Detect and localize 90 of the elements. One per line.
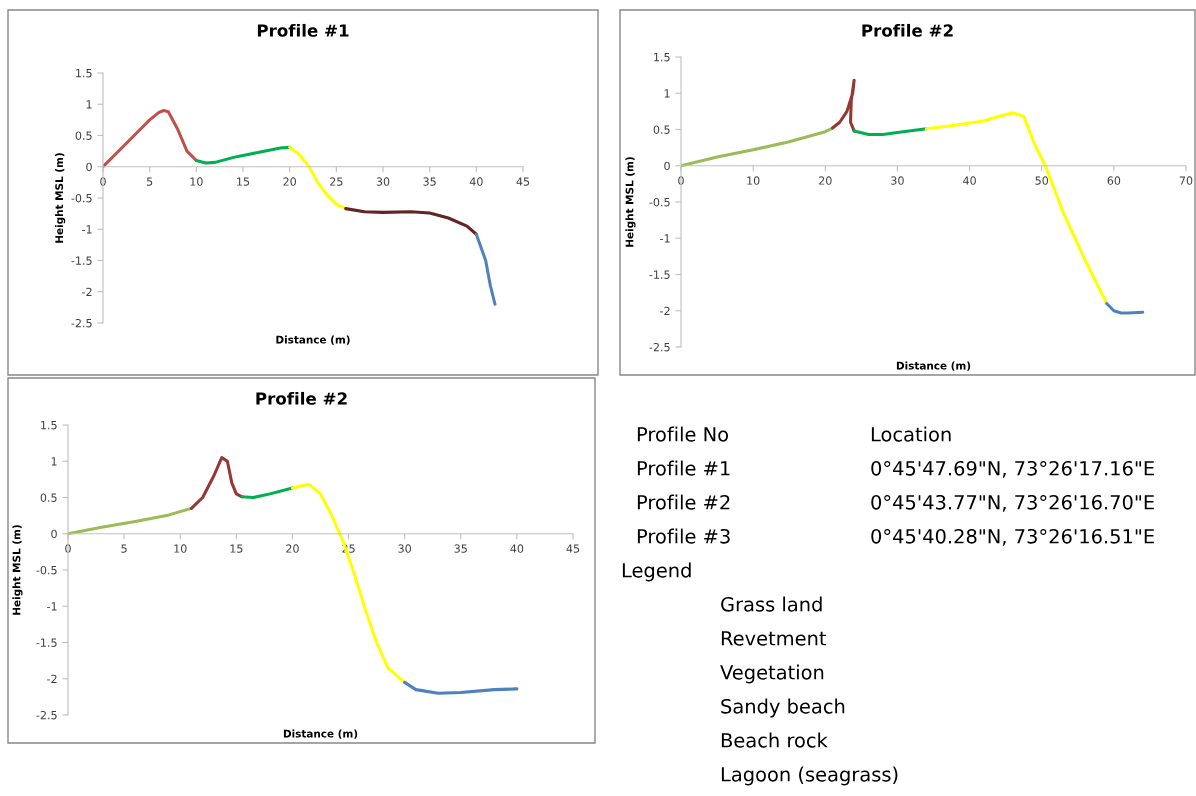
text: Revetment — [721, 631, 827, 646]
y-tick-label: 0.5 — [75, 131, 92, 140]
text: Profile #2 — [637, 494, 730, 510]
x-tick-label: 15 — [230, 544, 243, 553]
x-tick-label: 30 — [891, 176, 904, 185]
y-tick-label: -1 — [82, 225, 92, 234]
y-tick-label: -1.5 — [649, 270, 670, 279]
x-tick-label: 0 — [65, 544, 71, 553]
x-axis-title: Distance (m) — [896, 361, 971, 371]
x-tick-label: 0 — [678, 176, 684, 185]
x-tick-label: 5 — [146, 177, 153, 186]
text: Vegetation — [720, 664, 824, 684]
x-tick-label: 10 — [174, 544, 187, 553]
y-tick-label: -1 — [660, 234, 670, 243]
y-tick-label: -2.5 — [71, 318, 92, 328]
x-tick-label: 15 — [237, 177, 250, 186]
y-tick-label: -2.5 — [36, 710, 57, 720]
line-series — [68, 506, 193, 536]
x-tick-label: 45 — [566, 544, 580, 553]
x-tick-label: 10 — [190, 177, 203, 186]
x-tick-label: 70 — [1179, 176, 1193, 185]
y-tick-label: -2 — [47, 674, 57, 683]
y-tick-label: 1 — [86, 100, 92, 109]
chart-title: Profile #2 — [862, 23, 953, 37]
text: Grass land — [721, 596, 822, 612]
y-tick-label: -2.5 — [649, 342, 670, 352]
text: Profile No — [637, 426, 729, 442]
x-tick-label: 40 — [963, 176, 976, 185]
y-axis-title: Height MSL (m) — [625, 157, 636, 247]
y-tick-label: 1.5 — [654, 53, 670, 62]
x-tick-label: 60 — [1107, 176, 1121, 185]
y-tick-label: -2 — [82, 287, 92, 296]
y-axis-title: Height MSL (m) — [55, 153, 66, 243]
y-tick-label: 1 — [51, 457, 57, 466]
text: Sandy beach — [721, 698, 845, 718]
text: Profile #3 — [637, 528, 730, 544]
x-tick-label: 35 — [454, 544, 467, 553]
text: 0°45'40.28"N, 73°26'16.51"E — [871, 528, 1154, 546]
y-tick-label: 1.5 — [41, 421, 57, 430]
chart-title: Profile #1 — [257, 23, 349, 37]
y-tick-label: -1 — [47, 602, 57, 611]
x-tick-label: 20 — [819, 176, 832, 185]
y-axis-title: Height MSL (m) — [12, 525, 23, 615]
x-tick-label: 25 — [330, 177, 343, 186]
y-tick-label: 0 — [51, 529, 57, 539]
x-tick-label: 20 — [286, 544, 299, 553]
x-axis-title: Distance (m) — [283, 729, 358, 739]
line-series — [194, 145, 292, 165]
text: Beach rock — [721, 732, 828, 748]
y-tick-label: 1.5 — [76, 69, 92, 78]
line-series — [830, 78, 856, 133]
y-tick-label: 0.5 — [653, 125, 670, 134]
y-tick-label: -0.5 — [36, 565, 57, 575]
chart-title: Profile #2 — [256, 391, 347, 405]
y-tick-label: -1.5 — [36, 638, 57, 647]
x-tick-label: 50 — [1035, 176, 1049, 185]
y-tick-label: -0.5 — [71, 193, 92, 203]
text: 0°45'43.77"N, 73°26'16.70"E — [871, 494, 1154, 512]
y-tick-label: -0.5 — [649, 197, 670, 207]
text: Profile #1 — [637, 460, 730, 476]
line-series — [189, 456, 244, 510]
line-series — [681, 126, 835, 168]
line-series — [103, 108, 198, 169]
x-tick-label: 45 — [516, 177, 530, 186]
line-series — [474, 232, 497, 306]
line-series — [1105, 301, 1145, 315]
text: 0°45'47.69"N, 73°26'17.16"E — [871, 460, 1154, 478]
x-tick-label: 0 — [100, 177, 106, 186]
text: Legend — [622, 562, 691, 582]
y-tick-label: 0.5 — [40, 493, 57, 502]
x-tick-label: 40 — [469, 177, 483, 186]
x-tick-label: 20 — [283, 177, 296, 186]
text: Location — [871, 426, 951, 442]
text: Lagoon (seagrass) — [721, 766, 898, 786]
x-tick-label: 10 — [747, 176, 760, 185]
line-series — [240, 486, 294, 500]
x-tick-label: 30 — [376, 177, 390, 186]
y-tick-label: -2 — [660, 306, 670, 315]
line-series — [403, 680, 519, 695]
line-series — [344, 207, 478, 236]
x-tick-label: 40 — [510, 544, 524, 553]
y-tick-label: 0 — [86, 162, 92, 172]
y-tick-label: 1 — [664, 89, 670, 98]
x-tick-label: 35 — [423, 177, 436, 186]
x-tick-label: 30 — [398, 544, 411, 553]
y-tick-label: -1.5 — [71, 256, 92, 265]
x-tick-label: 5 — [121, 544, 127, 553]
x-axis-title: Distance (m) — [276, 335, 350, 345]
y-tick-label: 0 — [664, 161, 670, 171]
line-series — [924, 111, 1109, 306]
